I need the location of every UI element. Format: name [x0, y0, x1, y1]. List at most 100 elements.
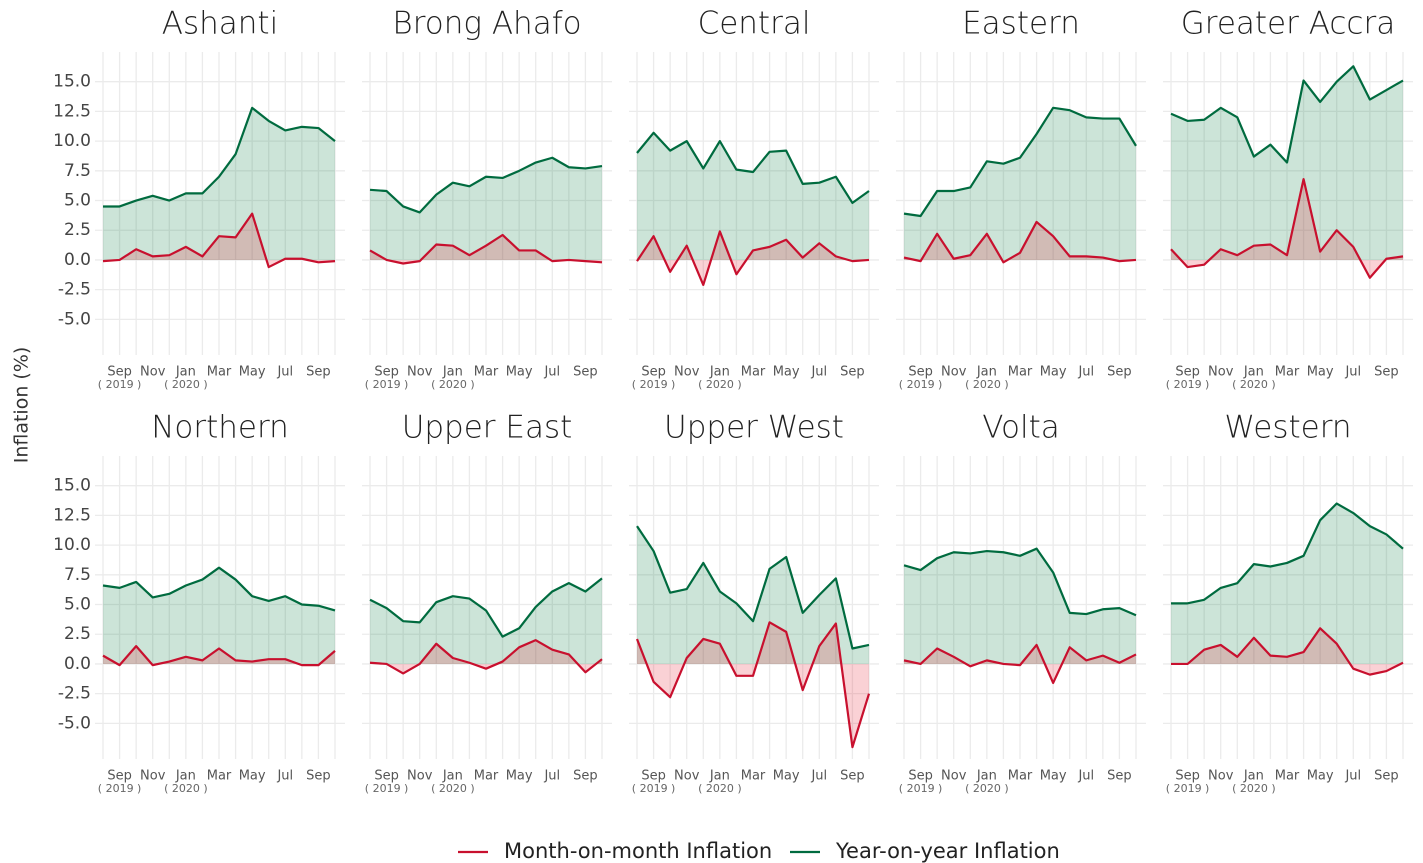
x-tick-label: May: [506, 365, 533, 380]
x-tick-label: Sep: [1374, 365, 1399, 380]
x-tick-label: Jul: [276, 769, 293, 784]
y-tick-label: -5.0: [58, 309, 91, 329]
x-tick-label: May: [773, 769, 800, 784]
x-tick-year: ( 2020 ): [1232, 782, 1276, 795]
y-tick-label: -5.0: [58, 713, 91, 733]
x-tick-year: ( 2019 ): [365, 782, 409, 795]
x-tick-label: Jan: [709, 365, 730, 380]
line: [903, 220, 1137, 264]
x-tick-label: Mar: [474, 365, 499, 380]
x-tick-label: Jul: [543, 769, 560, 784]
y-tick-label: 2.5: [64, 624, 91, 644]
y-tick-label: 5.0: [64, 595, 91, 615]
x-tick-label: Sep: [306, 365, 331, 380]
x-tick-label: Sep: [840, 769, 865, 784]
x-tick-label: May: [239, 365, 266, 380]
x-tick-label: Sep: [1374, 769, 1399, 784]
x-tick-label: Nov: [941, 365, 967, 380]
x-tick-label: Jan: [709, 769, 730, 784]
panel-title: Northern: [151, 410, 289, 446]
line: [369, 639, 603, 675]
x-tick-label: Jan: [442, 365, 463, 380]
panel-title: Greater Accra: [1181, 6, 1395, 42]
x-tick-label: Mar: [741, 769, 766, 784]
area: [370, 157, 602, 260]
x-tick-label: Jul: [810, 365, 827, 380]
x-tick-label: Sep: [306, 769, 331, 784]
x-tick-label: Nov: [674, 365, 700, 380]
y-tick-label: 2.5: [64, 220, 91, 240]
x-tick-year: ( 2019 ): [98, 782, 142, 795]
x-tick-year: ( 2019 ): [899, 782, 943, 795]
panel-title: Eastern: [962, 6, 1080, 42]
x-tick-label: Jan: [175, 365, 196, 380]
x-tick-label: Jan: [976, 769, 997, 784]
line: [1171, 502, 1404, 605]
y-axis-label: Inflation (%): [11, 347, 33, 464]
x-tick-year: ( 2019 ): [365, 378, 409, 391]
line: [636, 131, 870, 205]
x-tick-label: Mar: [1008, 365, 1033, 380]
x-tick-label: Mar: [1008, 769, 1033, 784]
panel-title: Volta: [982, 410, 1060, 446]
x-tick-label: Mar: [741, 365, 766, 380]
panel-title: Upper East: [402, 410, 573, 446]
x-tick-label: Jul: [1077, 769, 1094, 784]
line: [1170, 65, 1404, 164]
x-tick-label: May: [239, 769, 266, 784]
x-tick-label: Sep: [1107, 769, 1132, 784]
x-tick-year: ( 2020 ): [164, 378, 208, 391]
area: [637, 622, 869, 748]
x-tick-label: Jul: [810, 769, 827, 784]
line: [1170, 178, 1404, 279]
area: [1171, 503, 1403, 664]
line: [636, 230, 870, 286]
x-tick-label: Mar: [474, 769, 499, 784]
x-tick-year: ( 2020 ): [698, 782, 742, 795]
line: [369, 156, 603, 214]
y-tick-label: 0.0: [64, 654, 91, 674]
line: [369, 233, 603, 265]
x-tick-label: Jul: [1344, 769, 1361, 784]
panel-title: Upper West: [664, 410, 844, 446]
y-tick-label: 0.0: [64, 250, 91, 270]
area: [103, 213, 335, 268]
area: [103, 646, 335, 666]
x-tick-label: Mar: [1275, 769, 1300, 784]
line: [903, 643, 1137, 685]
x-tick-label: Sep: [908, 769, 933, 784]
line: [103, 106, 336, 208]
y-tick-label: -2.5: [58, 684, 91, 704]
x-tick-year: ( 2020 ): [1232, 378, 1276, 391]
x-tick-year: ( 2019 ): [1166, 378, 1210, 391]
x-tick-label: Mar: [1275, 365, 1300, 380]
x-tick-label: Jan: [442, 769, 463, 784]
x-tick-label: Nov: [407, 365, 433, 380]
x-tick-label: Nov: [1208, 365, 1234, 380]
y-tick-label: 7.5: [64, 161, 91, 181]
x-tick-year: ( 2019 ): [632, 782, 676, 795]
x-tick-year: ( 2020 ): [698, 378, 742, 391]
x-tick-year: ( 2020 ): [431, 782, 475, 795]
x-tick-year: ( 2019 ): [1166, 782, 1210, 795]
legend-label: Year-on-year Inflation: [835, 839, 1060, 863]
x-tick-year: ( 2019 ): [98, 378, 142, 391]
y-tick-label: 7.5: [64, 565, 91, 585]
area: [1171, 628, 1403, 675]
x-tick-label: Nov: [140, 769, 166, 784]
x-tick-label: Jul: [1344, 365, 1361, 380]
x-tick-label: Sep: [908, 365, 933, 380]
y-tick-label: 12.5: [53, 101, 91, 121]
x-tick-year: ( 2020 ): [965, 782, 1009, 795]
y-tick-label: 10.0: [53, 535, 91, 555]
x-tick-year: ( 2019 ): [899, 378, 943, 391]
line: [1171, 627, 1404, 676]
x-tick-label: Sep: [1175, 365, 1200, 380]
panel-title: Western: [1224, 410, 1351, 446]
x-tick-label: Sep: [1107, 365, 1132, 380]
area: [904, 221, 1136, 263]
x-tick-label: Sep: [107, 769, 132, 784]
line: [102, 566, 336, 612]
area: [637, 132, 869, 260]
y-tick-label: 5.0: [64, 191, 91, 211]
